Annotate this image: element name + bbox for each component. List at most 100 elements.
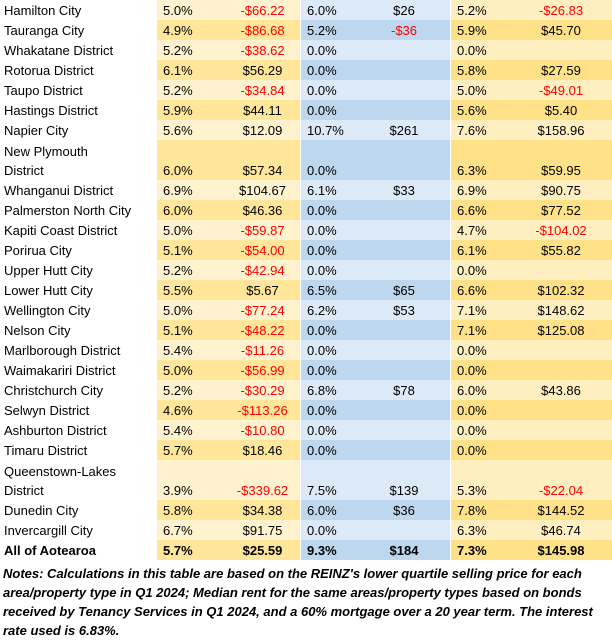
cashflow-amount-cell-group1: -$339.62 bbox=[225, 460, 300, 500]
cashflow-amount-cell-group2 bbox=[370, 140, 450, 180]
yield-pct-cell-group2: 6.0% bbox=[300, 0, 370, 20]
yield-pct-cell-group2: 0.0% bbox=[300, 520, 370, 540]
cashflow-amount-cell-group3: $158.96 bbox=[520, 120, 612, 140]
cashflow-amount-cell-group1: $25.59 bbox=[225, 540, 300, 560]
cashflow-amount-cell-group1: -$59.87 bbox=[225, 220, 300, 240]
table-row: Porirua City 5.1% -$54.00 0.0% 6.1% $55.82 bbox=[0, 240, 612, 260]
row-name-cell: Porirua City bbox=[0, 240, 157, 260]
yield-pct-cell-group1: 6.0% bbox=[157, 200, 225, 220]
row-name-cell: Marlborough District bbox=[0, 340, 157, 360]
cashflow-amount-cell-group2 bbox=[370, 220, 450, 240]
cashflow-amount-cell-group3: -$49.01 bbox=[520, 80, 612, 100]
table-row: Selwyn District 4.6% -$113.26 0.0% 0.0% bbox=[0, 400, 612, 420]
yield-pct-cell-group1: 5.4% bbox=[157, 340, 225, 360]
yield-pct-cell-group3: 4.7% bbox=[450, 220, 520, 240]
yield-pct-cell-group3: 0.0% bbox=[450, 260, 520, 280]
cashflow-amount-cell-group3: $5.40 bbox=[520, 100, 612, 120]
cashflow-amount-cell-group1: $57.34 bbox=[225, 140, 300, 180]
yield-pct-cell-group3: 7.3% bbox=[450, 540, 520, 560]
cashflow-amount-cell-group3: $45.70 bbox=[520, 20, 612, 40]
cashflow-amount-cell-group3: $55.82 bbox=[520, 240, 612, 260]
row-name-cell: Christchurch City bbox=[0, 380, 157, 400]
yield-pct-cell-group2: 0.0% bbox=[300, 260, 370, 280]
yield-pct-cell-group2: 6.8% bbox=[300, 380, 370, 400]
table-row: New Plymouth District 6.0% $57.34 0.0% 6.3% $… bbox=[0, 140, 612, 180]
cashflow-amount-cell-group3: -$26.83 bbox=[520, 0, 612, 20]
yield-pct-cell-group1: 4.9% bbox=[157, 20, 225, 40]
table-row: Upper Hutt City 5.2% -$42.94 0.0% 0.0% bbox=[0, 260, 612, 280]
cashflow-amount-cell-group2: $53 bbox=[370, 300, 450, 320]
yield-pct-cell-group1: 5.2% bbox=[157, 380, 225, 400]
cashflow-amount-cell-group3: -$104.02 bbox=[520, 220, 612, 240]
table-row: Whanganui District 6.9% $104.67 6.1% $33 6.9%… bbox=[0, 180, 612, 200]
cashflow-amount-cell-group1: -$34.84 bbox=[225, 80, 300, 100]
cashflow-amount-cell-group1: -$66.22 bbox=[225, 0, 300, 20]
row-name-cell: Rotorua District bbox=[0, 60, 157, 80]
cashflow-amount-cell-group2: $36 bbox=[370, 500, 450, 520]
table-row: Wellington City 5.0% -$77.24 6.2% $53 7.1% $14… bbox=[0, 300, 612, 320]
yield-pct-cell-group3: 0.0% bbox=[450, 400, 520, 420]
row-name-cell: Dunedin City bbox=[0, 500, 157, 520]
yield-pct-cell-group3: 6.3% bbox=[450, 140, 520, 180]
yield-pct-cell-group1: 5.0% bbox=[157, 220, 225, 240]
table-row: Palmerston North City 6.0% $46.36 0.0% 6.6% $… bbox=[0, 200, 612, 220]
cashflow-amount-cell-group1: -$30.29 bbox=[225, 380, 300, 400]
table-row: Hastings District 5.9% $44.11 0.0% 5.6% $5.40 bbox=[0, 100, 612, 120]
cashflow-amount-cell-group2 bbox=[370, 40, 450, 60]
cashflow-amount-cell-group1: -$38.62 bbox=[225, 40, 300, 60]
yield-pct-cell-group3: 6.6% bbox=[450, 280, 520, 300]
cashflow-amount-cell-group1: $5.67 bbox=[225, 280, 300, 300]
yield-pct-cell-group3: 7.1% bbox=[450, 320, 520, 340]
cashflow-amount-cell-group3: $43.86 bbox=[520, 380, 612, 400]
table-row: Lower Hutt City 5.5% $5.67 6.5% $65 6.6% $102.… bbox=[0, 280, 612, 300]
yield-pct-cell-group2: 0.0% bbox=[300, 440, 370, 460]
cashflow-amount-cell-group3 bbox=[520, 420, 612, 440]
cashflow-amount-cell-group1: $34.38 bbox=[225, 500, 300, 520]
yield-pct-cell-group3: 7.6% bbox=[450, 120, 520, 140]
cashflow-amount-cell-group1: -$48.22 bbox=[225, 320, 300, 340]
cashflow-amount-cell-group3 bbox=[520, 40, 612, 60]
row-name-cell: Wellington City bbox=[0, 300, 157, 320]
cashflow-amount-cell-group3: $59.95 bbox=[520, 140, 612, 180]
cashflow-amount-cell-group3 bbox=[520, 400, 612, 420]
yield-pct-cell-group1: 5.5% bbox=[157, 280, 225, 300]
cashflow-amount-cell-group1: -$11.26 bbox=[225, 340, 300, 360]
yield-pct-cell-group2: 0.0% bbox=[300, 60, 370, 80]
yield-pct-cell-group2: 0.0% bbox=[300, 340, 370, 360]
yield-pct-cell-group2: 7.5% bbox=[300, 460, 370, 500]
row-name-cell: Queenstown-Lakes District bbox=[0, 460, 157, 500]
yield-pct-cell-group3: 5.6% bbox=[450, 100, 520, 120]
yield-pct-cell-group3: 0.0% bbox=[450, 420, 520, 440]
yield-pct-cell-group3: 5.0% bbox=[450, 80, 520, 100]
yield-pct-cell-group1: 5.8% bbox=[157, 500, 225, 520]
yield-pct-cell-group1: 5.4% bbox=[157, 420, 225, 440]
cashflow-amount-cell-group1: $46.36 bbox=[225, 200, 300, 220]
cashflow-amount-cell-group2: $184 bbox=[370, 540, 450, 560]
cashflow-amount-cell-group1: $44.11 bbox=[225, 100, 300, 120]
cashflow-amount-cell-group1: $56.29 bbox=[225, 60, 300, 80]
cashflow-amount-cell-group3 bbox=[520, 440, 612, 460]
cashflow-amount-cell-group3: -$22.04 bbox=[520, 460, 612, 500]
cashflow-amount-cell-group3: $148.62 bbox=[520, 300, 612, 320]
yield-pct-cell-group2: 0.0% bbox=[300, 100, 370, 120]
yield-pct-cell-group2: 9.3% bbox=[300, 540, 370, 560]
cashflow-amount-cell-group2: $139 bbox=[370, 460, 450, 500]
yield-pct-cell-group2: 6.2% bbox=[300, 300, 370, 320]
yield-pct-cell-group1: 3.9% bbox=[157, 460, 225, 500]
cashflow-amount-cell-group2: $26 bbox=[370, 0, 450, 20]
yield-pct-cell-group3: 7.8% bbox=[450, 500, 520, 520]
results-table: Hamilton City 5.0% -$66.22 6.0% $26 5.2% -$26.… bbox=[0, 0, 612, 560]
cashflow-amount-cell-group3: $90.75 bbox=[520, 180, 612, 200]
yield-pct-cell-group3: 6.9% bbox=[450, 180, 520, 200]
cashflow-amount-cell-group2 bbox=[370, 440, 450, 460]
row-name-cell: Palmerston North City bbox=[0, 200, 157, 220]
cashflow-amount-cell-group1: $104.67 bbox=[225, 180, 300, 200]
yield-pct-cell-group1: 5.0% bbox=[157, 360, 225, 380]
cashflow-amount-cell-group2 bbox=[370, 420, 450, 440]
yield-pct-cell-group2: 10.7% bbox=[300, 120, 370, 140]
cashflow-amount-cell-group3 bbox=[520, 340, 612, 360]
cashflow-amount-cell-group2: $261 bbox=[370, 120, 450, 140]
yield-pct-cell-group3: 6.1% bbox=[450, 240, 520, 260]
cashflow-amount-cell-group2 bbox=[370, 520, 450, 540]
yield-pct-cell-group2: 0.0% bbox=[300, 140, 370, 180]
